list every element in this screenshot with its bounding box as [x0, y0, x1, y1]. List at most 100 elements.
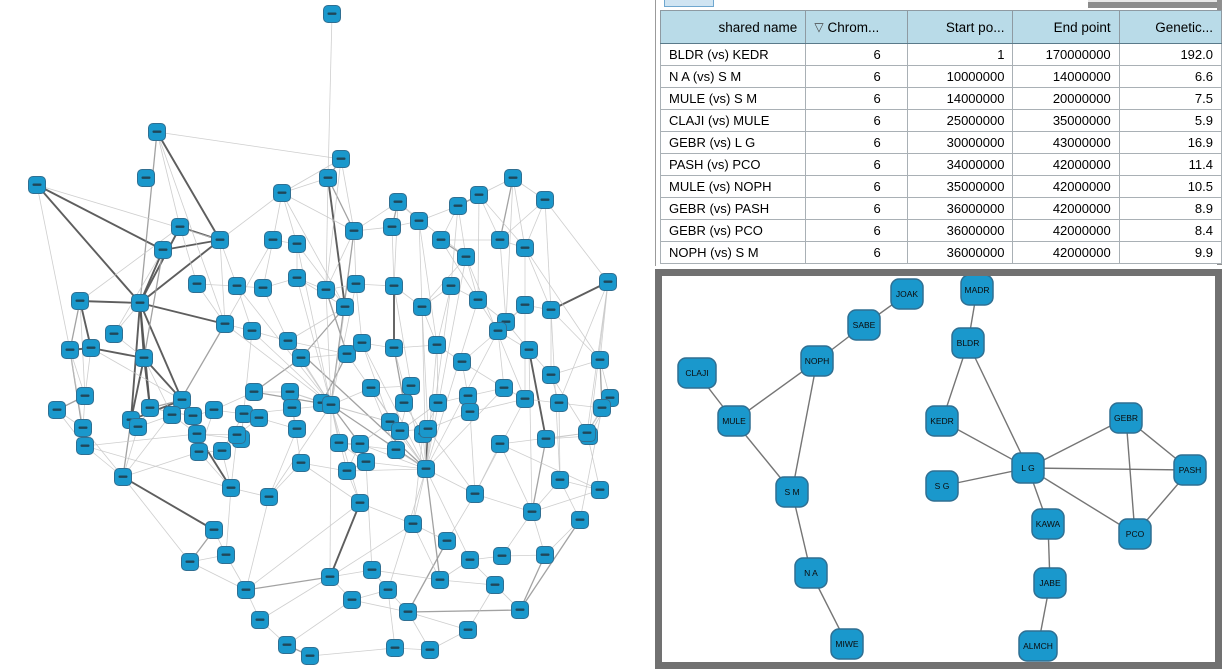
network-edge[interactable]: [189, 561, 247, 591]
table-row[interactable]: CLAJI (vs) MULE 6 25000000 35000000 5.9: [659, 109, 1222, 132]
column-header-1[interactable]: ▽ Chrom...: [805, 10, 908, 44]
network-edge[interactable]: [36, 184, 141, 304]
network-node[interactable]: [28, 176, 46, 194]
network-node[interactable]: [504, 169, 522, 187]
network-node[interactable]: [571, 511, 589, 529]
network-edge[interactable]: [425, 468, 471, 561]
network-node[interactable]: [537, 430, 555, 448]
network-node[interactable]: [260, 488, 278, 506]
network-edge[interactable]: [497, 330, 505, 389]
scrollbar-thumb[interactable]: [664, 0, 714, 7]
network-edge[interactable]: [440, 239, 479, 301]
network-node[interactable]: [279, 332, 297, 350]
network-node[interactable]: [211, 231, 229, 249]
table-row[interactable]: BLDR (vs) KEDR 6 1 170000000 192.0: [659, 43, 1222, 66]
network-edge[interactable]: [296, 243, 346, 308]
network-edge[interactable]: [531, 489, 601, 513]
network-edge[interactable]: [122, 451, 200, 478]
network-edge[interactable]: [387, 589, 396, 649]
network-edge[interactable]: [139, 131, 158, 304]
network-edge[interactable]: [286, 599, 353, 646]
network-node[interactable]: [542, 366, 560, 384]
network-node[interactable]: [536, 546, 554, 564]
network-edge[interactable]: [139, 302, 226, 325]
network-node[interactable]: [385, 277, 403, 295]
network-node[interactable]: [417, 460, 435, 478]
network-node[interactable]: [489, 322, 507, 340]
network-edge[interactable]: [268, 428, 298, 498]
network-edge[interactable]: [179, 226, 198, 285]
network-node[interactable]: [264, 231, 282, 249]
network-edge[interactable]: [412, 433, 424, 525]
network-edge[interactable]: [36, 184, 221, 241]
network-node[interactable]: [129, 418, 147, 436]
network-node[interactable]: [363, 561, 381, 579]
network-edge[interactable]: [1027, 467, 1191, 471]
network-node[interactable]: [495, 379, 513, 397]
network-node[interactable]: [438, 532, 456, 550]
network-edge[interactable]: [407, 609, 521, 613]
network-edge[interactable]: [287, 306, 346, 342]
network-edge[interactable]: [550, 309, 601, 361]
network-node[interactable]: S M: [775, 476, 809, 508]
network-edge[interactable]: [393, 347, 405, 404]
network-node[interactable]: [593, 399, 611, 417]
network-node[interactable]: [347, 275, 365, 293]
network-node[interactable]: [301, 647, 319, 665]
network-edge[interactable]: [300, 306, 346, 359]
network-node[interactable]: [148, 123, 166, 141]
network-node[interactable]: [131, 294, 149, 312]
table-row[interactable]: GEBR (vs) L G 6 30000000 43000000 16.9: [659, 131, 1222, 154]
network-node[interactable]: ALMCH: [1018, 630, 1058, 662]
network-edge[interactable]: [84, 433, 198, 447]
network-edge[interactable]: [69, 349, 84, 429]
network-node[interactable]: N A: [794, 557, 828, 589]
network-edge[interactable]: [325, 289, 332, 406]
network-edge[interactable]: [79, 226, 181, 302]
network-edge[interactable]: [531, 438, 547, 513]
network-edge[interactable]: [519, 519, 581, 611]
network-node[interactable]: [237, 581, 255, 599]
network-edge[interactable]: [544, 199, 552, 311]
network-edge[interactable]: [281, 158, 342, 194]
network-edge[interactable]: [469, 411, 476, 495]
network-edge[interactable]: [558, 281, 609, 404]
network-edge[interactable]: [219, 192, 283, 241]
network-node[interactable]: L G: [1011, 452, 1045, 484]
network-edge[interactable]: [469, 398, 526, 413]
network-edge[interactable]: [355, 283, 363, 344]
network-edge[interactable]: [139, 239, 221, 304]
network-node[interactable]: PCO: [1118, 518, 1152, 550]
network-node[interactable]: [216, 315, 234, 333]
network-node[interactable]: [491, 435, 509, 453]
network-edge[interactable]: [296, 277, 332, 406]
filter-icon[interactable]: ▽: [814, 19, 824, 34]
network-edge[interactable]: [436, 285, 452, 346]
network-edge[interactable]: [330, 404, 361, 504]
network-node[interactable]: [217, 546, 235, 564]
network-edge[interactable]: [329, 523, 414, 578]
network-node[interactable]: [469, 291, 487, 309]
network-edge[interactable]: [325, 158, 342, 291]
network-node[interactable]: MIWE: [830, 628, 864, 660]
column-header-0[interactable]: shared name: [659, 10, 807, 44]
network-edge[interactable]: [79, 300, 141, 304]
network-node[interactable]: [442, 277, 460, 295]
network-node[interactable]: [389, 193, 407, 211]
network-node[interactable]: [351, 435, 369, 453]
network-edge[interactable]: [224, 323, 332, 406]
network-edge[interactable]: [330, 404, 391, 423]
network-node[interactable]: [228, 277, 246, 295]
network-node[interactable]: [453, 353, 471, 371]
network-node[interactable]: [105, 325, 123, 343]
overview-network-canvas[interactable]: [0, 0, 653, 669]
network-edge[interactable]: [224, 239, 274, 325]
network-edge[interactable]: [365, 461, 373, 571]
network-node[interactable]: [251, 611, 269, 629]
network-edge[interactable]: [558, 402, 561, 481]
network-node[interactable]: [184, 407, 202, 425]
network-edge[interactable]: [225, 487, 232, 556]
network-node[interactable]: [343, 591, 361, 609]
network-node[interactable]: [137, 169, 155, 187]
network-node[interactable]: [459, 387, 477, 405]
